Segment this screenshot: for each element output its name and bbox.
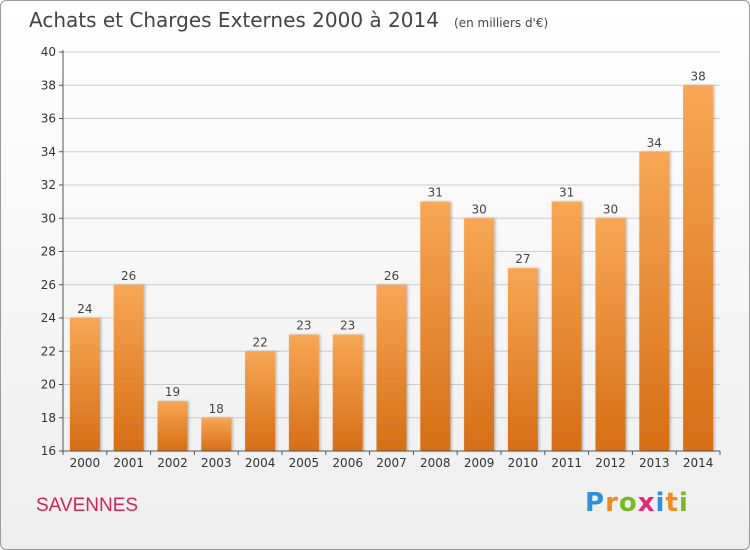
logo-letter: o	[618, 488, 638, 518]
bar-value-label: 30	[603, 202, 618, 216]
chart-title-block: Achats et Charges Externes 2000 à 2014 (…	[29, 8, 548, 32]
x-tick-label: 2007	[376, 456, 407, 470]
y-tick-label: 18	[41, 411, 56, 425]
bar-value-label: 26	[121, 269, 136, 283]
bar-value-label: 19	[165, 385, 180, 399]
x-tick-label: 2011	[551, 456, 582, 470]
x-tick-label: 2006	[332, 456, 363, 470]
bar	[420, 201, 451, 451]
y-tick-label: 32	[41, 178, 56, 192]
town-name: SAVENNES	[36, 495, 139, 516]
bars: 24 26 19 18 22 23 23 26 31 30 27 31 30 34 38	[69, 69, 714, 451]
chart-title: Achats et Charges Externes 2000 à 2014	[29, 8, 439, 32]
bar	[245, 351, 276, 451]
bar-value-label: 23	[340, 319, 355, 333]
logo-letter: i	[655, 488, 666, 518]
logo-letter: x	[637, 488, 656, 518]
y-tick-label: 20	[41, 378, 56, 392]
y-tick-label: 38	[41, 78, 56, 92]
bar	[157, 401, 188, 451]
axes: 16 18 20 22 24 26 28 30 32 34 36 38 40 2000 2001 2002 20…	[41, 45, 721, 470]
bar	[69, 318, 100, 451]
bar	[551, 201, 582, 451]
bar-value-label: 38	[690, 69, 705, 83]
y-tick-label: 30	[41, 211, 56, 225]
y-tick-label: 28	[41, 245, 56, 259]
y-tick-label: 26	[41, 278, 56, 292]
x-tick-label: 2010	[508, 456, 539, 470]
y-tick-label: 34	[41, 145, 56, 159]
bar-value-label: 34	[647, 136, 662, 150]
x-tick-label: 2013	[639, 456, 670, 470]
proxiti-logo[interactable]: Proxiti	[585, 488, 689, 518]
logo-letter: r	[605, 488, 619, 518]
logo-letter: t	[665, 488, 679, 518]
bar	[201, 417, 232, 451]
x-tick-label: 2005	[289, 456, 320, 470]
bar	[683, 85, 714, 451]
x-tick-label: 2008	[420, 456, 451, 470]
x-tick-label: 2009	[464, 456, 495, 470]
bar-value-label: 24	[77, 302, 92, 316]
bar	[464, 218, 495, 451]
logo-letter: P	[585, 488, 606, 518]
bar-value-label: 31	[428, 186, 443, 200]
bar	[507, 268, 538, 451]
bar-value-label: 27	[515, 252, 530, 266]
bar-value-label: 22	[252, 335, 267, 349]
bar-value-label: 23	[296, 319, 311, 333]
y-tick-label: 40	[41, 45, 56, 59]
y-tick-label: 24	[41, 311, 56, 325]
bar-value-label: 31	[559, 186, 574, 200]
x-tick-label: 2002	[157, 456, 188, 470]
bar	[332, 334, 363, 451]
y-tick-label: 16	[41, 444, 56, 458]
x-tick-label: 2000	[70, 456, 101, 470]
y-tick-label: 22	[41, 344, 56, 358]
x-tick-label: 2004	[245, 456, 276, 470]
y-tick-label: 36	[41, 112, 56, 126]
bar	[376, 284, 407, 451]
bar	[595, 218, 626, 451]
bar	[288, 334, 319, 451]
bar-value-label: 30	[471, 202, 486, 216]
chart-unit: (en milliers d'€)	[454, 16, 549, 30]
x-tick-label: 2012	[595, 456, 626, 470]
bar-value-label: 18	[209, 402, 224, 416]
bar	[113, 284, 144, 451]
x-tick-label: 2003	[201, 456, 232, 470]
x-tick-label: 2001	[113, 456, 144, 470]
bar-value-label: 26	[384, 269, 399, 283]
logo-letter: i	[678, 488, 689, 518]
bar	[639, 151, 670, 451]
x-tick-label: 2014	[683, 456, 714, 470]
